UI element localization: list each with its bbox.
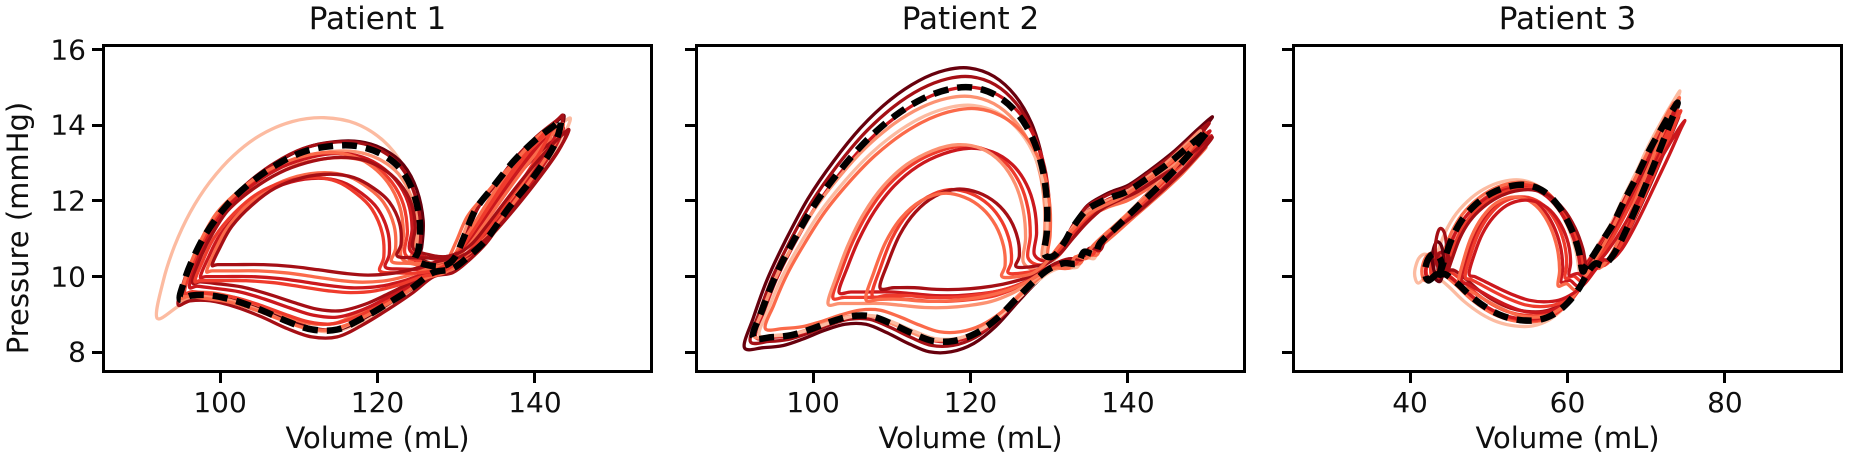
x-tick-mark <box>1566 373 1569 383</box>
simulated-pv-loop <box>1467 118 1687 304</box>
x-tick-label: 120 <box>350 386 405 419</box>
x-tick-label: 100 <box>193 386 247 419</box>
simulated-pv-loop <box>1463 109 1683 309</box>
plot-area-patient-2 <box>695 44 1246 373</box>
subplot-title-patient-2: Patient 2 <box>901 1 1040 37</box>
y-tick-label: 12 <box>50 184 86 218</box>
simulated-pv-loop <box>878 135 1214 292</box>
x-tick-mark <box>376 373 379 383</box>
x-tick-mark <box>969 373 972 383</box>
y-tick-mark <box>685 48 695 52</box>
y-tick-mark <box>92 199 102 203</box>
y-tick-mark <box>1282 199 1292 203</box>
x-tick-label: 100 <box>786 386 840 419</box>
plot-area-patient-1 <box>102 44 653 373</box>
loops-canvas-1 <box>154 113 573 340</box>
y-tick-mark <box>685 199 695 203</box>
subplot-title-patient-1: Patient 1 <box>308 1 447 37</box>
x-tick-mark <box>1723 373 1727 383</box>
y-tick-mark <box>1282 48 1292 52</box>
plot-area-patient-3 <box>1292 44 1843 373</box>
y-tick-mark <box>1282 350 1292 354</box>
x-tick-label: 80 <box>1707 386 1743 419</box>
x-tick-mark <box>218 373 222 383</box>
simulated-pv-loop <box>193 124 554 295</box>
simulated-pv-loop <box>210 127 571 277</box>
x-axis-label-patient-3: Volume (mL) <box>1475 421 1660 455</box>
y-tick-mark <box>92 275 102 279</box>
x-tick-label: 40 <box>1392 386 1428 419</box>
simulated-pv-loop <box>742 66 1215 355</box>
x-tick-mark <box>811 373 815 383</box>
x-tick-label: 140 <box>1101 386 1155 419</box>
y-tick-label: 16 <box>50 33 86 67</box>
x-tick-label: 60 <box>1549 386 1586 419</box>
x-axis-label-patient-1: Volume (mL) <box>285 421 470 455</box>
y-tick-mark <box>685 275 695 279</box>
y-tick-label: 14 <box>50 108 86 142</box>
reference-dashed-loop <box>1421 99 1681 324</box>
x-tick-mark <box>1408 373 1412 383</box>
y-tick-mark <box>1282 275 1292 279</box>
y-tick-mark <box>1282 123 1292 127</box>
x-tick-label: 140 <box>508 386 562 419</box>
x-tick-label: 120 <box>943 386 998 419</box>
y-tick-label: 8 <box>68 335 86 369</box>
loops-canvas-2 <box>742 66 1215 355</box>
reference-dashed-loop <box>749 83 1211 346</box>
simulated-pv-loop <box>826 129 1203 310</box>
y-tick-mark <box>685 123 695 127</box>
y-tick-label: 10 <box>50 260 86 294</box>
reference-dashed-loop <box>176 116 565 334</box>
x-tick-mark <box>533 373 537 383</box>
simulated-pv-loop <box>1412 89 1682 329</box>
subplot-title-patient-3: Patient 3 <box>1498 1 1637 37</box>
y-tick-mark <box>92 48 102 52</box>
y-tick-mark <box>92 123 102 127</box>
y-tick-mark <box>92 350 102 354</box>
x-axis-label-patient-2: Volume (mL) <box>878 421 1063 455</box>
loops-canvas-3 <box>1412 89 1687 329</box>
y-tick-mark <box>685 350 695 354</box>
x-tick-mark <box>1126 373 1130 383</box>
